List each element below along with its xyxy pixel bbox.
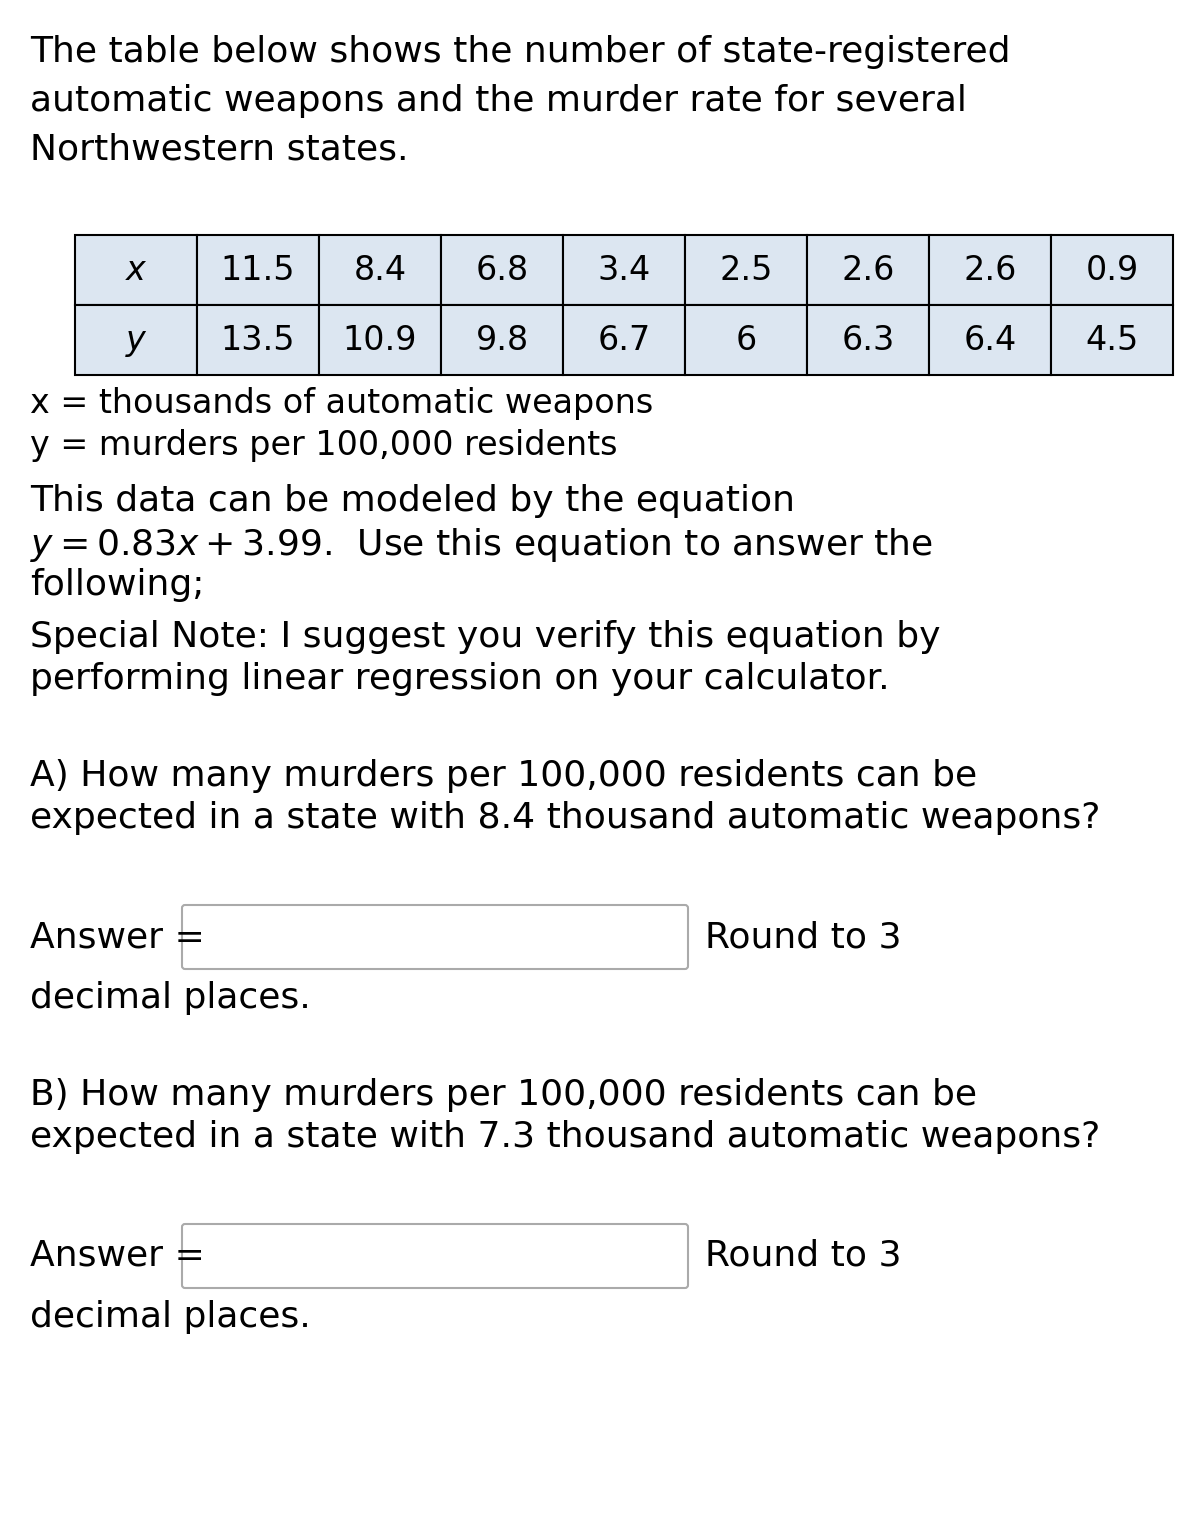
Text: 6: 6 [736, 323, 757, 356]
Text: 6.7: 6.7 [598, 323, 650, 356]
Text: Special Note: I suggest you verify this equation by: Special Note: I suggest you verify this … [30, 620, 941, 653]
Text: This data can be modeled by the equation: This data can be modeled by the equation [30, 484, 796, 518]
Bar [442, 305, 563, 375]
Text: 2.6: 2.6 [964, 253, 1016, 286]
Text: 6.8: 6.8 [475, 253, 528, 286]
Text: x = thousands of automatic weapons: x = thousands of automatic weapons [30, 387, 653, 420]
Text: 11.5: 11.5 [221, 253, 295, 286]
Text: Answer =: Answer = [30, 1240, 205, 1273]
Text: Answer =: Answer = [30, 920, 205, 953]
Text: decimal places.: decimal places. [30, 981, 311, 1014]
Text: 6.3: 6.3 [841, 323, 895, 356]
Bar [563, 235, 685, 305]
Text: performing linear regression on your calculator.: performing linear regression on your cal… [30, 663, 889, 696]
Text: 0.9: 0.9 [1085, 253, 1139, 286]
FancyBboxPatch shape [182, 905, 688, 969]
Text: 10.9: 10.9 [343, 323, 418, 356]
Bar [563, 305, 685, 375]
Text: following;: following; [30, 568, 204, 602]
Text: Round to 3: Round to 3 [706, 1240, 901, 1273]
Bar [929, 235, 1051, 305]
Text: B) How many murders per 100,000 residents can be: B) How many murders per 100,000 resident… [30, 1078, 977, 1112]
Bar [685, 305, 808, 375]
Bar [319, 305, 442, 375]
Text: x: x [126, 253, 146, 286]
Text: Round to 3: Round to 3 [706, 920, 901, 953]
Text: 8.4: 8.4 [354, 253, 407, 286]
Text: 3.4: 3.4 [598, 253, 650, 286]
Bar [1051, 305, 1174, 375]
Text: $y = 0.83x + 3.99$.  Use this equation to answer the: $y = 0.83x + 3.99$. Use this equation to… [30, 525, 932, 564]
Text: A) How many murders per 100,000 residents can be: A) How many murders per 100,000 resident… [30, 758, 977, 793]
Bar [808, 235, 929, 305]
Bar [319, 235, 442, 305]
FancyBboxPatch shape [182, 1224, 688, 1288]
Text: 2.6: 2.6 [841, 253, 895, 286]
Text: decimal places.: decimal places. [30, 1301, 311, 1334]
Bar [197, 235, 319, 305]
Text: 6.4: 6.4 [964, 323, 1016, 356]
Text: y = murders per 100,000 residents: y = murders per 100,000 residents [30, 429, 618, 461]
Text: 2.5: 2.5 [719, 253, 773, 286]
Bar [442, 235, 563, 305]
Bar [685, 235, 808, 305]
Text: 9.8: 9.8 [475, 323, 528, 356]
Bar [74, 235, 197, 305]
Text: expected in a state with 8.4 thousand automatic weapons?: expected in a state with 8.4 thousand au… [30, 801, 1100, 835]
Bar [74, 305, 197, 375]
Text: The table below shows the number of state-registered
automatic weapons and the m: The table below shows the number of stat… [30, 35, 1010, 166]
Bar [929, 305, 1051, 375]
Bar [197, 305, 319, 375]
Text: 4.5: 4.5 [1085, 323, 1139, 356]
Bar [1051, 235, 1174, 305]
Text: 13.5: 13.5 [221, 323, 295, 356]
Text: y: y [126, 323, 146, 356]
Text: expected in a state with 7.3 thousand automatic weapons?: expected in a state with 7.3 thousand au… [30, 1119, 1100, 1154]
Bar [808, 305, 929, 375]
